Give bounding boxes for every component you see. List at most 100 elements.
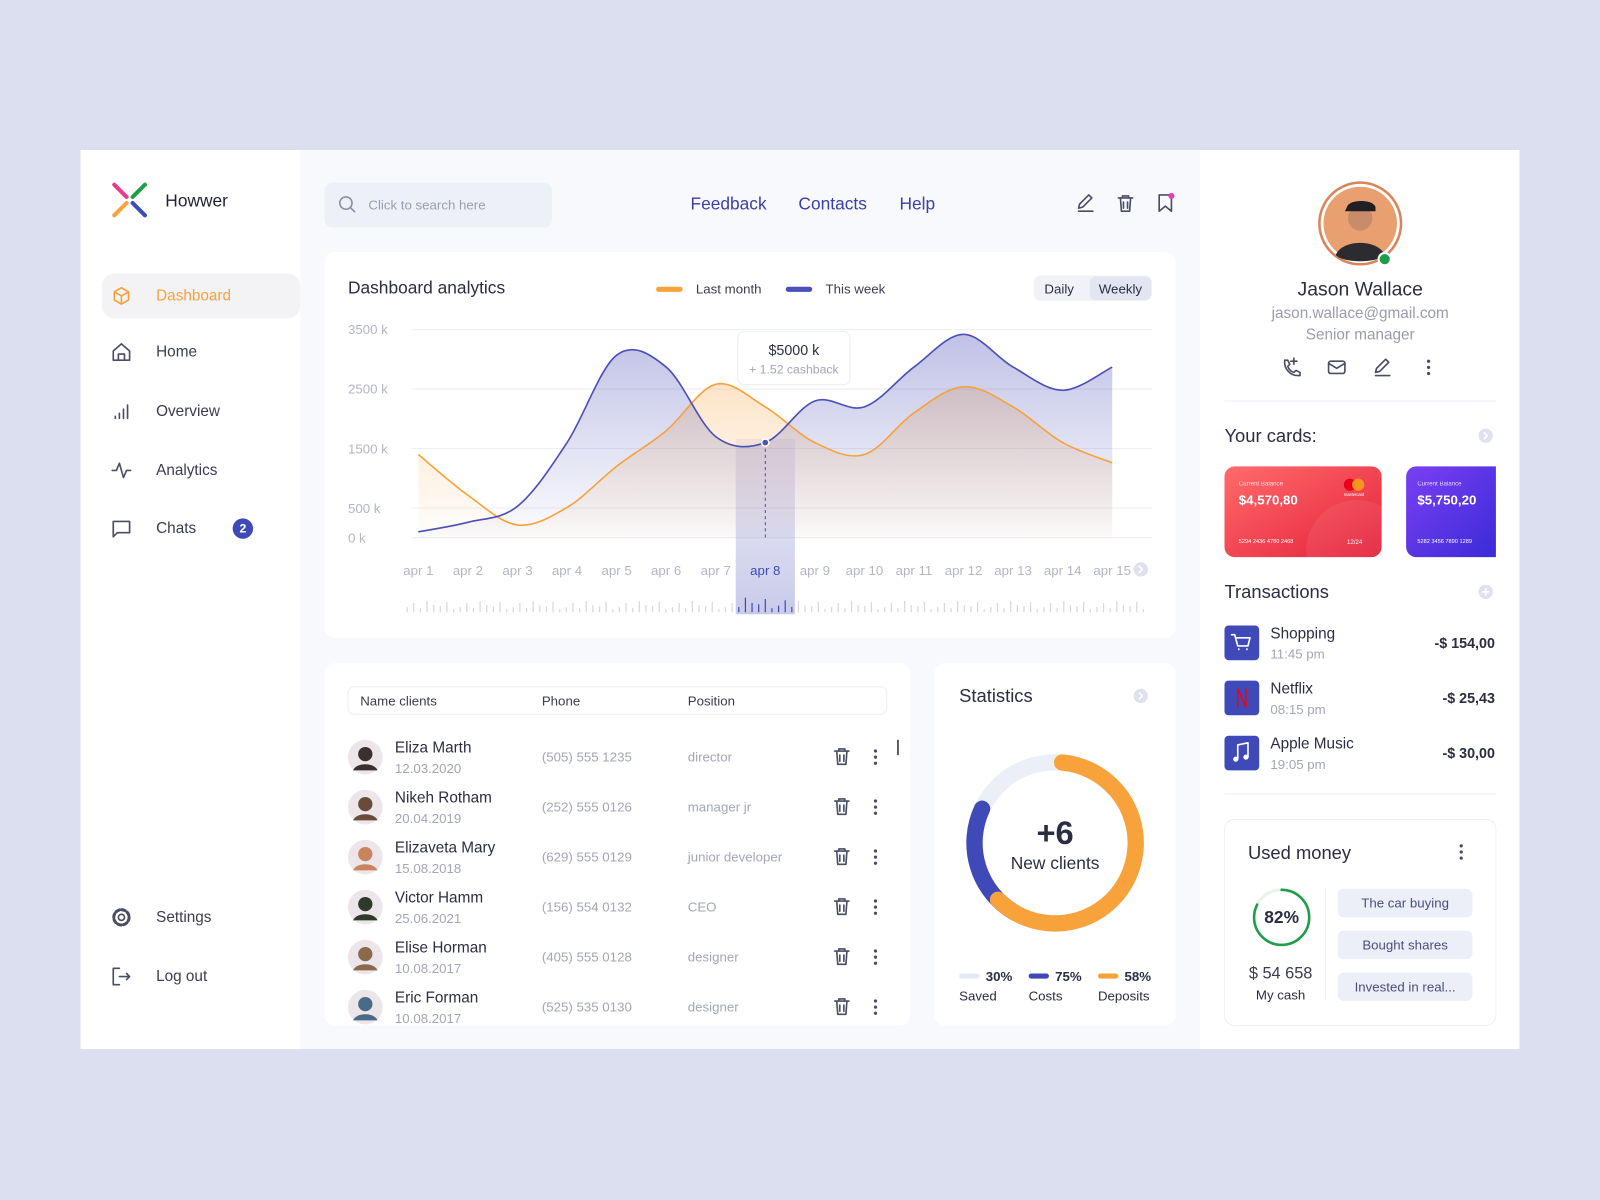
icon	[349, 206, 356, 213]
legend-value: 30%	[985, 968, 1013, 985]
icon-dot	[873, 1011, 878, 1015]
icon	[338, 196, 353, 210]
nav-item[interactable]: Chats	[156, 519, 197, 538]
client-name[interactable]: Eric Forman	[394, 989, 479, 1007]
chart-title: Dashboard analytics	[347, 278, 506, 298]
transaction-icon	[1224, 625, 1260, 661]
nav-item[interactable]: Home	[156, 343, 197, 361]
section-title: Transactions	[1224, 581, 1329, 603]
legend-swatch	[1097, 973, 1119, 979]
transaction-amount: -$ 154,00	[1434, 634, 1495, 652]
client-date: 25.06.2021	[394, 910, 462, 927]
section-title: Your cards:	[1224, 425, 1317, 446]
card-label: Current Balance	[1238, 481, 1284, 488]
nav-item[interactable]: Overview	[156, 402, 220, 420]
legend-swatch	[959, 973, 980, 979]
nav-item[interactable]: Dashboard	[156, 287, 232, 305]
icon-dot	[873, 805, 878, 809]
icon-dot	[873, 911, 878, 915]
nav-item[interactable]: Settings	[156, 908, 212, 927]
x-tick-label: apr 4	[551, 562, 583, 579]
search-input[interactable]: Click to search here	[368, 197, 486, 213]
icon-dot	[873, 961, 878, 965]
tag-label[interactable]: The car buying	[1361, 895, 1449, 911]
icon-dot	[1459, 856, 1463, 860]
y-tick-label: 500 k	[347, 500, 381, 516]
search-box	[324, 182, 553, 228]
money-amount: $ 54 658	[1248, 965, 1313, 983]
x-tick-label: apr 7	[700, 562, 731, 579]
y-tick-label: 3500 k	[347, 321, 388, 338]
client-name[interactable]: Elizaveta Mary	[394, 839, 496, 857]
tag-label[interactable]: Invested in real...	[1354, 979, 1456, 995]
icon-dot	[873, 899, 878, 903]
legend-swatch	[785, 286, 813, 292]
transaction-icon	[1224, 735, 1260, 771]
icon	[1138, 692, 1144, 700]
toggle-option[interactable]: Weekly	[1098, 281, 1143, 297]
icon	[1243, 754, 1249, 760]
icon	[114, 404, 129, 420]
avatar-body	[353, 964, 378, 971]
icon-dot	[873, 855, 878, 859]
tag-label[interactable]: Bought shares	[1362, 937, 1448, 953]
avatar-head	[358, 896, 373, 912]
icon	[833, 748, 850, 766]
avatar-head	[358, 796, 373, 812]
profile-name: Jason Wallace	[1297, 279, 1423, 301]
toggle-active	[1089, 276, 1152, 300]
y-tick-label: 0 k	[347, 530, 366, 546]
badge-count: 2	[239, 521, 247, 536]
card	[1406, 466, 1496, 558]
client-name[interactable]: Nikeh Rotham	[394, 789, 492, 807]
nav-item[interactable]: Analytics	[156, 461, 218, 480]
stats-value: +6	[1036, 814, 1074, 852]
icon	[113, 286, 130, 305]
nav-link[interactable]: Help	[899, 194, 936, 214]
column-header: Position	[687, 693, 735, 709]
avatar-head	[358, 996, 373, 1012]
icon-dot	[873, 905, 878, 909]
icon	[833, 898, 850, 916]
legend-label: Saved	[959, 988, 997, 1004]
stats-caption: New clients	[1010, 853, 1100, 873]
card-number: 5282 3456 7890 1289	[1417, 539, 1472, 546]
avatar-body	[353, 814, 378, 821]
client-name[interactable]: Elise Horman	[394, 939, 487, 957]
x-tick-label: apr 5	[601, 562, 632, 579]
nav-item[interactable]: Log out	[156, 967, 208, 986]
icon	[1236, 687, 1247, 708]
nav-link[interactable]: Feedback	[690, 194, 767, 214]
icon	[112, 908, 131, 927]
client-phone: (252) 555 0126	[541, 799, 632, 815]
legend-value: 58%	[1124, 968, 1152, 985]
icon	[111, 462, 132, 479]
avatar-head	[1347, 206, 1373, 231]
client-date: 15.08.2018	[394, 860, 462, 877]
legend-swatch	[1028, 973, 1049, 979]
money-caption: My cash	[1255, 987, 1306, 1003]
line-series	[418, 333, 1113, 533]
icon-dot	[1459, 844, 1463, 848]
x-tick-label: apr 10	[845, 562, 884, 579]
x-tick-label: apr 6	[651, 562, 682, 579]
client-name[interactable]: Eliza Marth	[394, 739, 472, 757]
table-header	[347, 686, 888, 715]
x-tick-label: apr 3	[502, 562, 533, 579]
client-position: designer	[687, 999, 739, 1015]
client-position: director	[687, 749, 732, 765]
toggle-option[interactable]: Daily	[1044, 281, 1074, 297]
stats-card	[934, 663, 1176, 1026]
transaction-name: Apple Music	[1270, 735, 1354, 753]
nav-link[interactable]: Contacts	[798, 194, 867, 214]
client-name[interactable]: Victor Hamm	[394, 889, 484, 907]
x-tick-label: apr 12	[944, 562, 983, 579]
card-expiry: 12/24	[1346, 539, 1363, 546]
x-tick-label: apr 13	[994, 562, 1032, 579]
profile-email: jason.wallace@gmail.com	[1271, 304, 1449, 322]
icon	[833, 798, 850, 816]
transaction-name: Shopping	[1270, 624, 1336, 643]
icon-dot	[1459, 850, 1463, 854]
legend-label: Deposits	[1097, 988, 1150, 1004]
x-tick-label: apr 2	[452, 562, 484, 579]
